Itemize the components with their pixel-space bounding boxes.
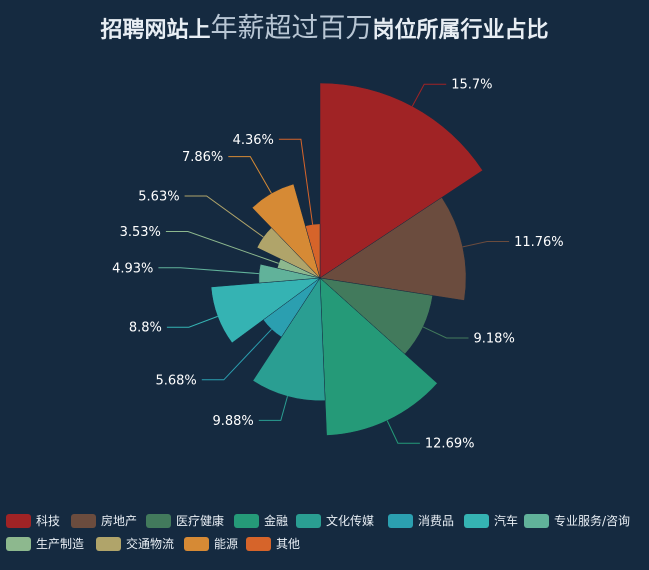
data-label-6: 8.8%: [129, 321, 162, 336]
data-label-8: 3.53%: [120, 225, 161, 240]
leader-line-0: [411, 83, 447, 107]
legend-swatch-5: [388, 513, 413, 528]
rose-chart: 15.7% 11.76% 9.18% 12.69% 9.88% 5.68% 8.8% 4.93…: [112, 78, 564, 452]
leader-line-3: [386, 420, 420, 444]
legend-label-1: 房地产: [101, 514, 138, 528]
data-label-3: 12.69%: [425, 437, 475, 452]
slice-1[interactable]: [319, 197, 467, 301]
data-label-4: 9.88%: [212, 414, 253, 429]
legend-label-4: 文化传媒: [326, 514, 375, 528]
leader-line-11: [278, 138, 314, 225]
legend-item-8[interactable]: 生产制造: [6, 535, 84, 552]
title-part-3: 岗位所属行业占比: [372, 18, 549, 43]
title-part-2: 年薪超过百万: [210, 13, 373, 44]
legend-label-3: 金融: [264, 514, 289, 528]
legend-item-5[interactable]: 消费品: [388, 512, 454, 529]
legend-label-6: 汽车: [494, 514, 519, 528]
legend-label-2: 医疗健康: [176, 514, 225, 528]
legend-swatch-0: [6, 513, 31, 528]
legend-swatch-10: [184, 536, 209, 551]
data-label-7: 4.93%: [112, 261, 153, 276]
data-label-0: 15.7%: [451, 78, 492, 93]
data-label-10: 7.86%: [182, 150, 223, 165]
legend-item-0[interactable]: 科技: [6, 512, 60, 529]
legend-item-2[interactable]: 医疗健康: [146, 512, 224, 529]
slice-7[interactable]: [258, 263, 321, 284]
chart-title: 招聘网站上年薪超过百万岗位所属行业占比: [0, 6, 649, 45]
legend-label-0: 科技: [36, 514, 61, 528]
data-label-1: 11.76%: [514, 235, 564, 250]
leader-line-8: [165, 231, 279, 264]
legend-swatch-4: [296, 513, 321, 528]
slice-0[interactable]: [319, 82, 483, 279]
slice-10[interactable]: [251, 183, 321, 279]
legend-label-10: 能源: [214, 537, 239, 551]
legend-swatch-7: [524, 513, 549, 528]
data-label-11: 4.36%: [233, 133, 274, 148]
leader-line-4: [258, 396, 288, 421]
title-part-1: 招聘网站上: [100, 18, 211, 43]
legend-swatch-2: [146, 513, 171, 528]
legend-item-7[interactable]: 专业服务/咨询: [524, 512, 630, 529]
leader-line-10: [228, 156, 272, 194]
legend-label-8: 生产制造: [36, 537, 85, 551]
legend-item-10[interactable]: 能源: [184, 535, 238, 552]
legend-item-6[interactable]: 汽车: [464, 512, 518, 529]
legend-swatch-9: [96, 536, 121, 551]
data-label-9: 5.63%: [138, 190, 179, 205]
leader-line-1: [462, 241, 510, 248]
legend-item-11[interactable]: 其他: [246, 535, 300, 552]
legend-label-5: 消费品: [418, 514, 455, 528]
leader-line-6: [166, 315, 218, 328]
legend-item-3[interactable]: 金融: [234, 512, 288, 529]
legend-item-4[interactable]: 文化传媒: [296, 512, 374, 529]
leader-line-2: [422, 326, 469, 339]
leader-line-5: [201, 328, 272, 381]
data-label-5: 5.68%: [155, 373, 196, 388]
leader-line-9: [184, 195, 264, 238]
legend-label-7: 专业服务/咨询: [554, 514, 631, 528]
slice-6[interactable]: [210, 277, 321, 344]
legend-label-11: 其他: [276, 537, 301, 551]
slice-3[interactable]: [319, 277, 438, 436]
legend-item-9[interactable]: 交通物流: [96, 535, 174, 552]
legend-label-9: 交通物流: [126, 537, 175, 551]
legend-swatch-11: [246, 536, 271, 551]
data-label-2: 9.18%: [474, 332, 515, 347]
legend-swatch-1: [71, 513, 96, 528]
slice-4[interactable]: [252, 277, 326, 401]
legend-item-1[interactable]: 房地产: [71, 512, 137, 529]
legend-swatch-3: [234, 513, 259, 528]
leader-line-7: [158, 267, 259, 275]
legend-swatch-6: [464, 513, 489, 528]
legend-swatch-8: [6, 536, 31, 551]
